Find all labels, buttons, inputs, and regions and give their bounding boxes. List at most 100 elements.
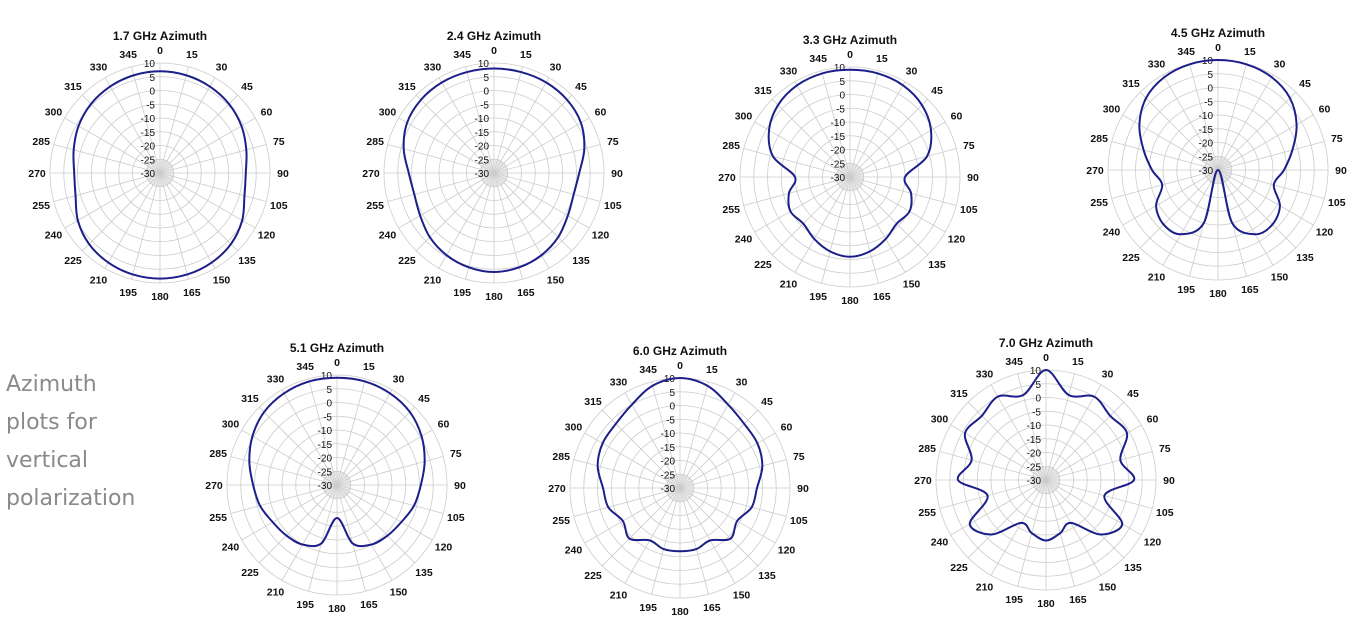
- radial-tick-label: -30: [831, 173, 846, 184]
- angle-tick-label: 285: [209, 448, 227, 460]
- angle-tick-label: 75: [450, 448, 462, 460]
- angle-tick-label: 135: [1296, 252, 1314, 264]
- angle-tick-label: 60: [261, 107, 273, 119]
- angle-tick-label: 225: [241, 567, 259, 579]
- angle-tick-label: 15: [1072, 356, 1084, 368]
- angle-tick-label: 15: [363, 361, 375, 373]
- grid-spoke: [387, 172, 495, 202]
- angle-tick-label: 240: [1103, 227, 1121, 239]
- angle-tick-label: 75: [1331, 133, 1343, 145]
- angle-tick-label: 285: [366, 136, 384, 148]
- angle-tick-label: 150: [733, 590, 751, 602]
- grid-spoke: [1111, 141, 1219, 171]
- radial-tick-label: -30: [1027, 476, 1042, 487]
- radial-tick-label: 5: [669, 388, 675, 399]
- radial-tick-label: -5: [836, 104, 845, 115]
- angle-tick-label: 225: [950, 562, 968, 574]
- grid-spoke: [601, 487, 681, 567]
- angle-tick-label: 330: [424, 61, 442, 73]
- angle-tick-label: 0: [1043, 352, 1049, 364]
- angle-tick-label: 345: [453, 49, 471, 61]
- radial-tick-label: -25: [318, 467, 333, 478]
- grid-spoke: [131, 172, 161, 280]
- grid-spoke: [1217, 169, 1274, 266]
- chart-title: 6.0 GHz Azimuth: [633, 344, 727, 358]
- grid-spoke: [679, 487, 759, 567]
- radial-tick-label: -30: [141, 169, 156, 180]
- grid-spoke: [794, 81, 851, 178]
- grid-spoke: [493, 94, 573, 174]
- angle-tick-label: 30: [1102, 368, 1114, 380]
- angle-tick-label: 165: [517, 287, 535, 299]
- angle-tick-label: 90: [1335, 165, 1347, 177]
- grid-spoke: [281, 484, 338, 581]
- angle-tick-label: 210: [610, 590, 628, 602]
- grid-spoke: [336, 406, 416, 486]
- angle-tick-label: 210: [976, 582, 994, 594]
- grid-spoke: [1217, 169, 1314, 226]
- grid-spoke: [336, 429, 433, 486]
- radial-tick-label: -10: [1027, 421, 1042, 432]
- angle-tick-label: 225: [64, 255, 82, 267]
- angle-tick-label: 345: [296, 361, 314, 373]
- angle-tick-label: 105: [1328, 197, 1346, 209]
- angle-tick-label: 60: [438, 419, 450, 431]
- angle-tick-label: 150: [1099, 582, 1117, 594]
- angle-tick-label: 60: [1319, 104, 1331, 116]
- grid-spoke: [53, 172, 161, 202]
- grid-spoke: [64, 117, 161, 174]
- radial-tick-label: 5: [839, 77, 845, 88]
- angle-tick-label: 15: [706, 364, 718, 376]
- grid-spoke: [651, 487, 681, 595]
- angle-tick-label: 300: [222, 419, 240, 431]
- chart-title: 4.5 GHz Azimuth: [1171, 26, 1265, 40]
- angle-tick-label: 165: [873, 291, 891, 303]
- radial-tick-label: -20: [475, 142, 490, 153]
- angle-tick-label: 150: [390, 587, 408, 599]
- angle-tick-label: 45: [931, 85, 943, 97]
- grid-spoke: [771, 98, 851, 178]
- angle-tick-label: 180: [485, 291, 503, 303]
- angle-tick-label: 345: [1005, 356, 1023, 368]
- grid-spoke: [308, 484, 338, 592]
- angle-tick-label: 135: [1124, 562, 1142, 574]
- angle-tick-label: 195: [1177, 284, 1195, 296]
- grid-spoke: [849, 176, 946, 233]
- angle-tick-label: 30: [393, 373, 405, 385]
- angle-tick-label: 60: [595, 107, 607, 119]
- angle-tick-label: 180: [671, 606, 689, 618]
- grid-spoke: [493, 172, 523, 280]
- radial-tick-label: 10: [1030, 366, 1042, 377]
- angle-tick-label: 210: [1148, 272, 1166, 284]
- angle-tick-label: 90: [1163, 475, 1175, 487]
- angle-tick-label: 0: [334, 357, 340, 369]
- radial-tick-label: -10: [141, 114, 156, 125]
- grid-spoke: [1217, 114, 1314, 171]
- grid-spoke: [81, 172, 161, 252]
- chart-title: 7.0 GHz Azimuth: [999, 336, 1093, 350]
- grid-spoke: [438, 172, 495, 269]
- grid-spoke: [241, 429, 338, 486]
- angle-tick-label: 315: [64, 81, 82, 93]
- angle-tick-label: 135: [238, 255, 256, 267]
- angle-tick-label: 30: [550, 61, 562, 73]
- angle-tick-label: 30: [736, 376, 748, 388]
- grid-spoke: [990, 384, 1047, 481]
- grid-spoke: [159, 172, 239, 252]
- angle-tick-label: 120: [948, 234, 966, 246]
- angle-tick-label: 315: [398, 81, 416, 93]
- grid-spoke: [415, 172, 495, 252]
- pattern-line: [956, 369, 1136, 542]
- angle-tick-label: 165: [703, 602, 721, 614]
- angle-tick-label: 225: [584, 570, 602, 582]
- radial-tick-label: -15: [831, 132, 846, 143]
- grid-spoke: [679, 381, 709, 489]
- grid-spoke: [1045, 424, 1142, 481]
- angle-tick-label: 210: [780, 279, 798, 291]
- grid-spoke: [241, 484, 338, 541]
- angle-tick-label: 120: [435, 542, 453, 554]
